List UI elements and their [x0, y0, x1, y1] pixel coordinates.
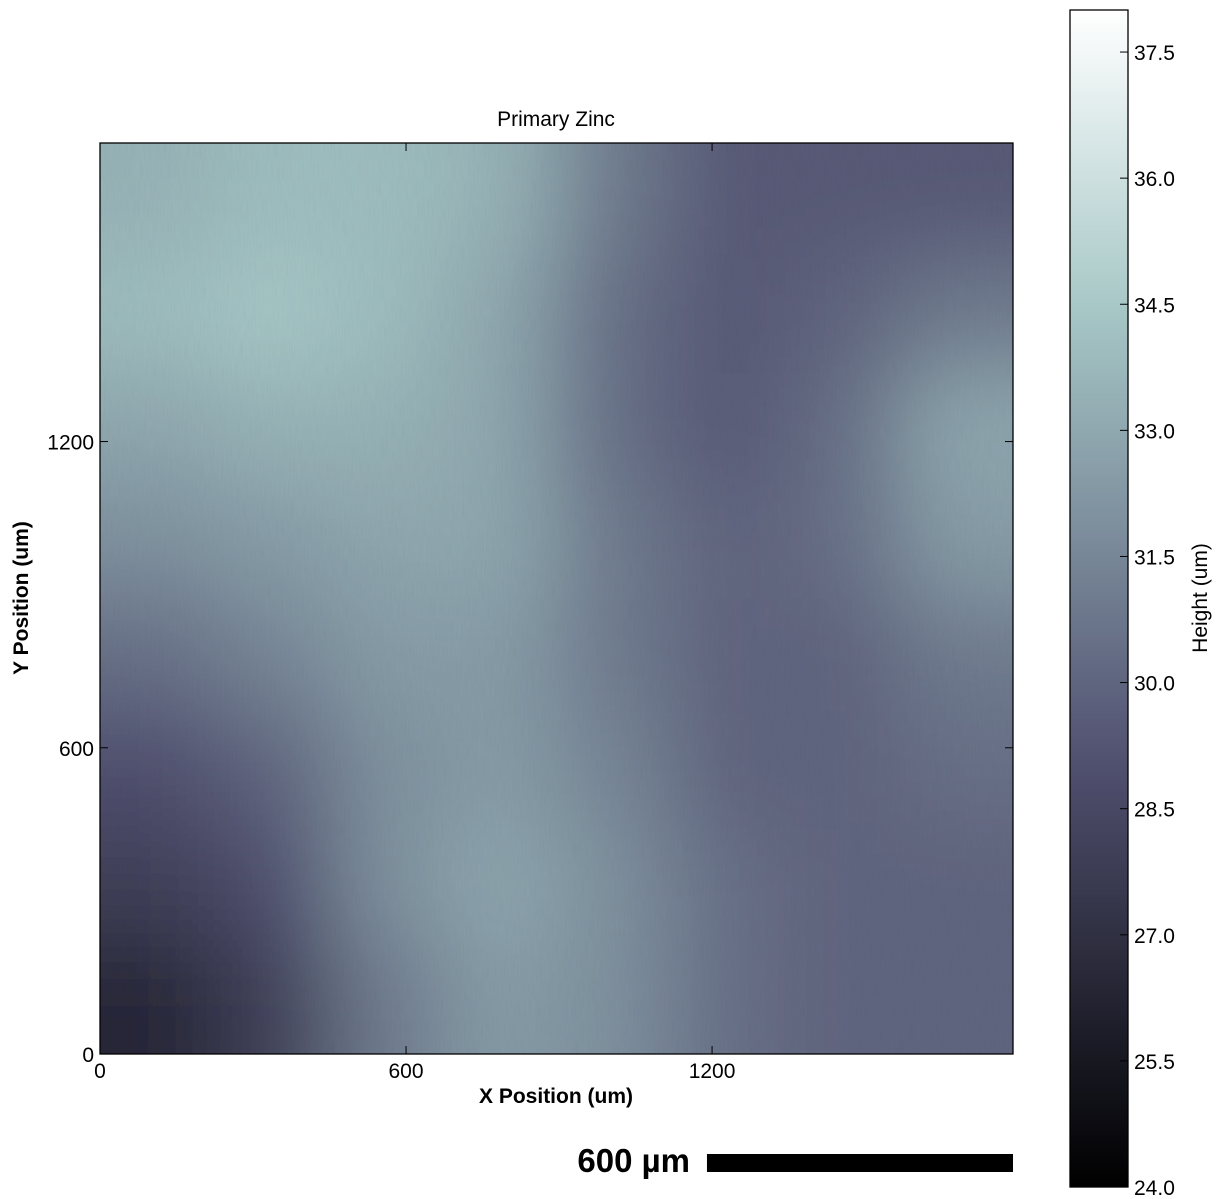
- plot-frame: [99, 142, 1014, 1055]
- chart-title: Primary Zinc: [497, 108, 615, 131]
- y-tick-label: 600: [59, 738, 94, 761]
- x-tick-label: 600: [389, 1060, 424, 1083]
- colorbar-tick-label: 37.5: [1134, 42, 1175, 65]
- colorbar-tick-label: 31.5: [1134, 546, 1175, 569]
- x-axis-label: X Position (um): [479, 1085, 633, 1108]
- colorbar-tick-label: 30.0: [1134, 673, 1175, 696]
- y-tick-label: 1200: [47, 432, 94, 455]
- y-tick-label: 0: [82, 1044, 94, 1067]
- scale-bar-label: 600 µm: [577, 1142, 690, 1179]
- colorbar-tick-label: 28.5: [1134, 799, 1175, 822]
- heatmap-clip: [100, 143, 1013, 1054]
- x-tick-label: 1200: [689, 1060, 736, 1083]
- colorbar-tick-label: 27.0: [1134, 925, 1175, 948]
- colorbar-tick-label: 24.0: [1134, 1177, 1175, 1199]
- colorbar-tick-label: 25.5: [1134, 1051, 1175, 1074]
- x-tick-label: 0: [94, 1060, 106, 1083]
- colorbar-tick-label: 34.5: [1134, 294, 1175, 317]
- colorbar-label: Height (um): [1189, 543, 1212, 653]
- colorbar-tick-label: 36.0: [1134, 168, 1175, 191]
- scale-bar: [706, 1154, 1013, 1172]
- texture: [100, 143, 1013, 1054]
- colorbar-tick-label: 33.0: [1134, 420, 1175, 443]
- y-axis-label: Y Position (um): [10, 521, 33, 675]
- colorbar: [1069, 9, 1129, 1188]
